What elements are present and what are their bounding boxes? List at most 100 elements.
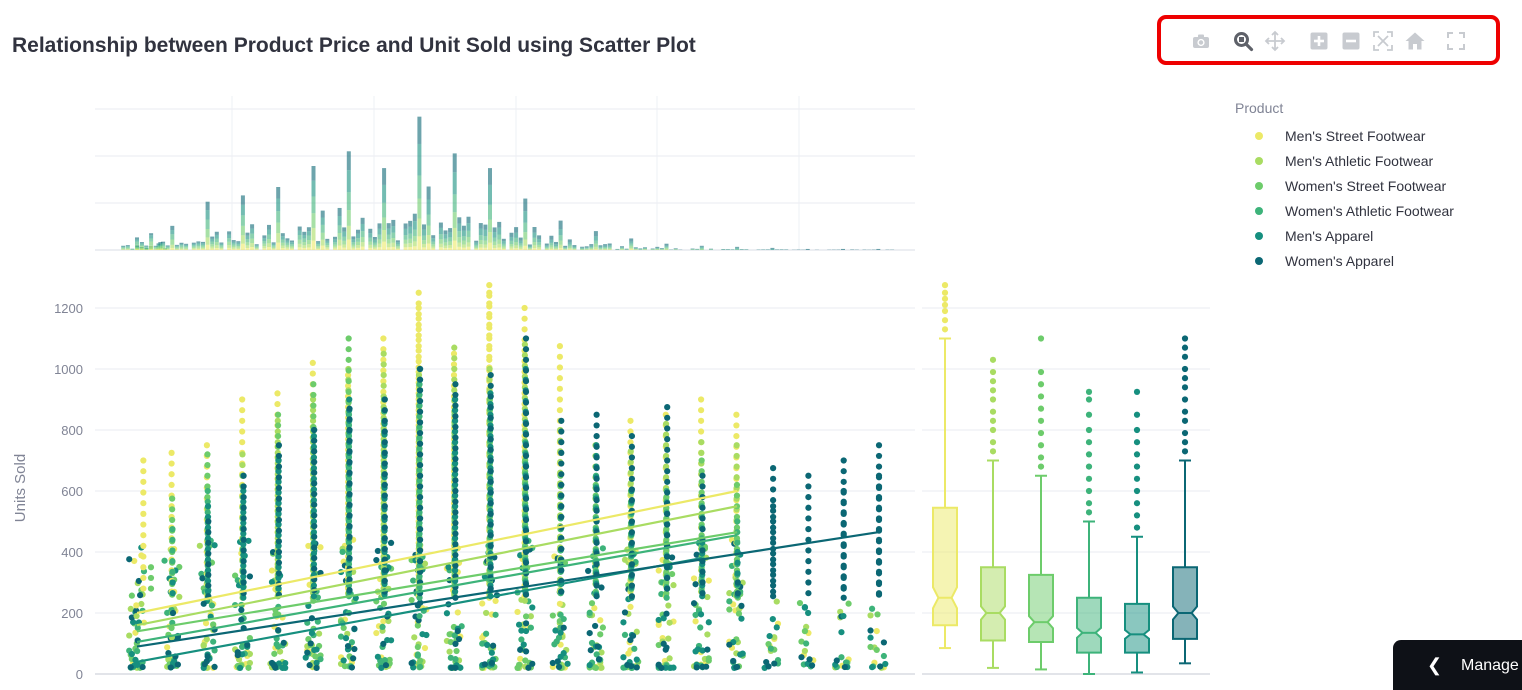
scatter-point (523, 496, 529, 502)
scatter-point (346, 416, 352, 422)
zoom-in-icon[interactable] (1308, 30, 1330, 52)
zoom-icon[interactable] (1232, 30, 1254, 52)
histogram-bar (563, 246, 567, 247)
histogram-bar (493, 238, 497, 242)
histogram-bar (413, 230, 417, 236)
histogram-bar (246, 236, 250, 239)
histogram-bar (140, 248, 144, 249)
histogram-bar (170, 226, 174, 230)
scatter-point (455, 628, 461, 634)
histogram-bar (493, 248, 497, 250)
scatter-point (876, 537, 882, 543)
zoom-out-icon[interactable] (1340, 30, 1362, 52)
histogram-bar (201, 243, 205, 245)
scatter-point (416, 337, 422, 343)
scatter-point (168, 482, 174, 488)
scatter-point (488, 415, 494, 421)
scatter-point (140, 532, 146, 538)
scatter-point (133, 602, 139, 608)
histogram-bar (246, 233, 250, 236)
histogram-bar (462, 244, 466, 247)
histogram-bar (170, 240, 174, 245)
scatter-point (867, 644, 873, 650)
scatter-point (809, 662, 815, 668)
legend-item-mens-street-footwear[interactable]: Men's Street Footwear (1235, 123, 1454, 148)
scatter-point (380, 335, 386, 341)
scatter-point (770, 497, 776, 503)
scatter-point (148, 575, 154, 581)
histogram-bar (246, 245, 250, 248)
histogram-bar (302, 245, 306, 248)
legend-item-mens-apparel[interactable]: Men's Apparel (1235, 223, 1454, 248)
histogram-bar (502, 241, 506, 244)
scatter-point (486, 354, 492, 360)
histogram-bar (483, 236, 487, 241)
autoscale-icon[interactable] (1372, 30, 1394, 52)
histogram-bar (382, 203, 386, 218)
histogram-bar (510, 241, 514, 244)
histogram-bar (563, 248, 567, 249)
histogram-bar (545, 244, 549, 246)
histogram-bar (497, 228, 501, 235)
legend-item-mens-athletic-footwear[interactable]: Men's Athletic Footwear (1235, 148, 1454, 173)
histogram-bar (603, 248, 607, 249)
histogram-bar (655, 249, 659, 250)
home-icon[interactable] (1404, 30, 1426, 52)
pan-icon[interactable] (1264, 30, 1286, 52)
scatter-point (698, 450, 704, 456)
histogram-bar (599, 248, 603, 249)
histogram-bar (126, 246, 130, 247)
histogram-bar (404, 235, 408, 240)
scatter-point (317, 544, 323, 550)
histogram-bar (368, 245, 372, 248)
manage-app-button[interactable]: ❮ Manage app (1393, 640, 1522, 690)
box-outlier (1182, 439, 1188, 445)
scatter-point (523, 346, 529, 352)
fullscreen-icon[interactable] (1445, 30, 1467, 52)
scatter-point (874, 647, 880, 653)
histogram-bar (378, 244, 382, 248)
scatter-point (140, 575, 146, 581)
scatter-point (382, 439, 388, 445)
trendline (137, 532, 737, 631)
histogram-bar (453, 228, 457, 241)
scatter-point (594, 540, 600, 546)
scatter-point (235, 652, 241, 658)
histogram-bar (700, 248, 704, 249)
histogram-bar (276, 223, 280, 234)
histogram-bar (210, 237, 214, 239)
scatter-point (658, 665, 664, 671)
histogram-bar (246, 239, 250, 242)
histogram-bar (580, 247, 584, 248)
scatter-point (876, 494, 882, 500)
scatter-point (770, 514, 776, 520)
histogram-bar (382, 217, 386, 230)
histogram-bar (439, 247, 443, 250)
scatter-point (774, 598, 780, 604)
histogram-bar (559, 245, 563, 248)
histogram-bar (665, 248, 669, 249)
histogram-bar (361, 237, 365, 242)
scatter-point (382, 525, 388, 531)
histogram-bar (321, 246, 325, 250)
scatter-point (417, 366, 423, 372)
histogram-bar (537, 245, 541, 247)
histogram-bar (144, 246, 148, 247)
scatter-point (735, 590, 741, 596)
scatter-point (628, 663, 634, 669)
histogram-bar (559, 221, 563, 229)
legend-item-womens-athletic-footwear[interactable]: Women's Athletic Footwear (1235, 198, 1454, 223)
histogram-bar (417, 144, 421, 176)
legend-item-womens-street-footwear[interactable]: Women's Street Footwear (1235, 173, 1454, 198)
histogram-bar (497, 244, 501, 248)
histogram-bar (219, 244, 223, 245)
legend-item-womens-apparel[interactable]: Women's Apparel (1235, 248, 1454, 273)
histogram-bar (603, 244, 607, 246)
scatter-point (483, 631, 489, 637)
histogram-bar (241, 244, 245, 250)
scatter-point (346, 378, 352, 384)
histogram-bar (514, 227, 518, 233)
histogram-bar (368, 248, 372, 250)
histogram-bar (620, 247, 624, 248)
